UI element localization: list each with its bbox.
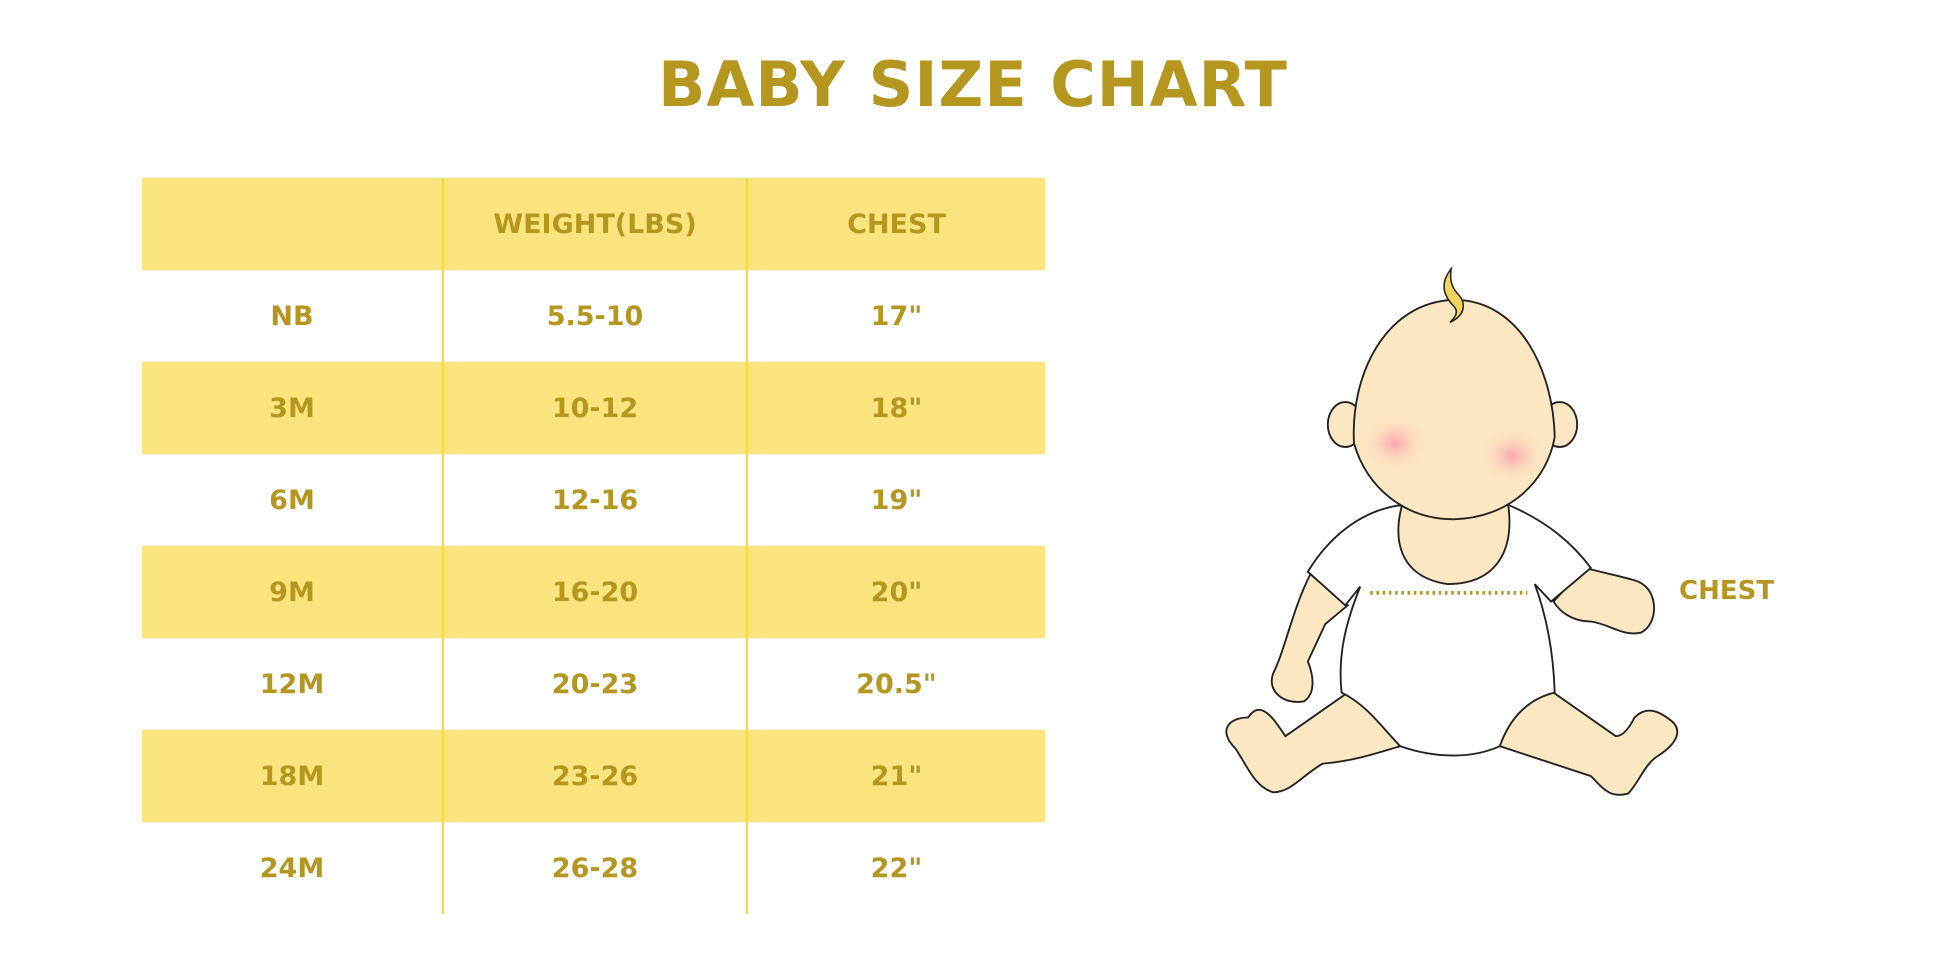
table-row: NB 5.5-10 17" bbox=[142, 270, 1045, 362]
cell-chest: 21" bbox=[870, 760, 923, 792]
cell-chest: 18" bbox=[870, 392, 923, 424]
cell-size: 6M bbox=[269, 484, 315, 516]
cell-chest: 20" bbox=[870, 576, 923, 608]
chart-title: BABY SIZE CHART bbox=[658, 48, 1288, 121]
table-row: 24M 26-28 22" bbox=[142, 822, 1045, 914]
cell-weight: 10-12 bbox=[442, 362, 748, 454]
header-size bbox=[142, 178, 443, 270]
cell-weight: 26-28 bbox=[442, 822, 748, 914]
cell-weight: 23-26 bbox=[442, 730, 748, 822]
header-chest: CHEST bbox=[847, 208, 946, 240]
shirt bbox=[1306, 504, 1593, 757]
cell-size: 3M bbox=[269, 392, 315, 424]
table-row: 3M 10-12 18" bbox=[142, 362, 1045, 454]
right-cheek bbox=[1477, 425, 1548, 486]
hair-curl bbox=[1443, 266, 1464, 323]
table-row: 12M 20-23 20.5" bbox=[142, 638, 1045, 730]
size-table: WEIGHT(LBS) CHEST NB 5.5-10 17" 3M 10-12 18" 6… bbox=[142, 178, 1045, 914]
cell-weight: 12-16 bbox=[442, 454, 748, 546]
left-arm bbox=[1270, 572, 1350, 703]
right-leg bbox=[1498, 691, 1679, 796]
neck bbox=[1397, 498, 1511, 586]
header-weight: WEIGHT(LBS) bbox=[442, 178, 748, 270]
cell-size: NB bbox=[270, 300, 314, 332]
table-header-row: WEIGHT(LBS) CHEST bbox=[142, 178, 1045, 270]
cell-size: 9M bbox=[269, 576, 315, 608]
cell-chest: 17" bbox=[870, 300, 923, 332]
cell-weight: 16-20 bbox=[442, 546, 748, 638]
head bbox=[1352, 298, 1556, 521]
cell-chest: 22" bbox=[870, 852, 923, 884]
table-row: 9M 16-20 20" bbox=[142, 546, 1045, 638]
table-row: 18M 23-26 21" bbox=[142, 730, 1045, 822]
cell-size: 18M bbox=[259, 760, 325, 792]
chest-label: CHEST bbox=[1679, 576, 1775, 606]
cell-weight: 5.5-10 bbox=[442, 270, 748, 362]
cell-size: 12M bbox=[259, 668, 325, 700]
cell-weight: 20-23 bbox=[442, 638, 748, 730]
table-row: 6M 12-16 19" bbox=[142, 454, 1045, 546]
right-arm bbox=[1552, 566, 1655, 635]
baby-illustration bbox=[1225, 266, 1679, 796]
cell-size: 24M bbox=[259, 852, 325, 884]
left-cheek bbox=[1360, 413, 1431, 474]
cell-chest: 20.5" bbox=[856, 668, 937, 700]
cell-chest: 19" bbox=[870, 484, 923, 516]
